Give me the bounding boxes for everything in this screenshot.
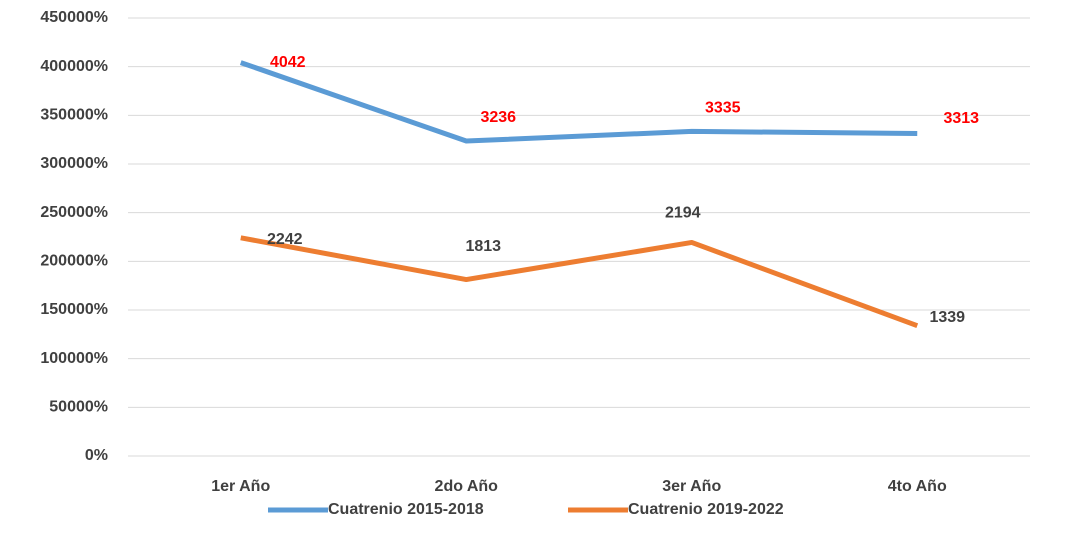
y-tick-label: 50000% — [49, 399, 108, 416]
data-label: 2242 — [267, 231, 303, 248]
y-tick-label: 400000% — [40, 58, 108, 75]
x-tick-label: 1er Año — [211, 478, 270, 495]
series-line — [240, 235, 919, 329]
y-tick-label: 350000% — [40, 107, 108, 124]
y-tick-label: 300000% — [40, 155, 108, 172]
data-label: 3313 — [943, 110, 979, 127]
data-label: 3335 — [705, 100, 741, 117]
y-tick-label: 200000% — [40, 253, 108, 270]
data-label: 1339 — [929, 309, 965, 326]
y-tick-label: 100000% — [40, 350, 108, 367]
series-line — [239, 60, 918, 144]
data-label: 1813 — [465, 238, 501, 255]
y-tick-label: 150000% — [40, 301, 108, 318]
data-label: 4042 — [270, 54, 306, 71]
x-tick-label: 4to Año — [888, 478, 947, 495]
data-label: 2194 — [665, 205, 701, 222]
y-tick-label: 450000% — [40, 9, 108, 26]
x-tick-label: 3er Año — [662, 478, 721, 495]
x-tick-label: 2do Año — [435, 478, 499, 495]
y-tick-label: 250000% — [40, 204, 108, 221]
legend-label: Cuatrenio 2019-2022 — [628, 501, 784, 518]
y-tick-label: 0% — [85, 447, 108, 464]
data-label: 3236 — [480, 109, 516, 126]
legend-label: Cuatrenio 2015-2018 — [328, 501, 484, 518]
